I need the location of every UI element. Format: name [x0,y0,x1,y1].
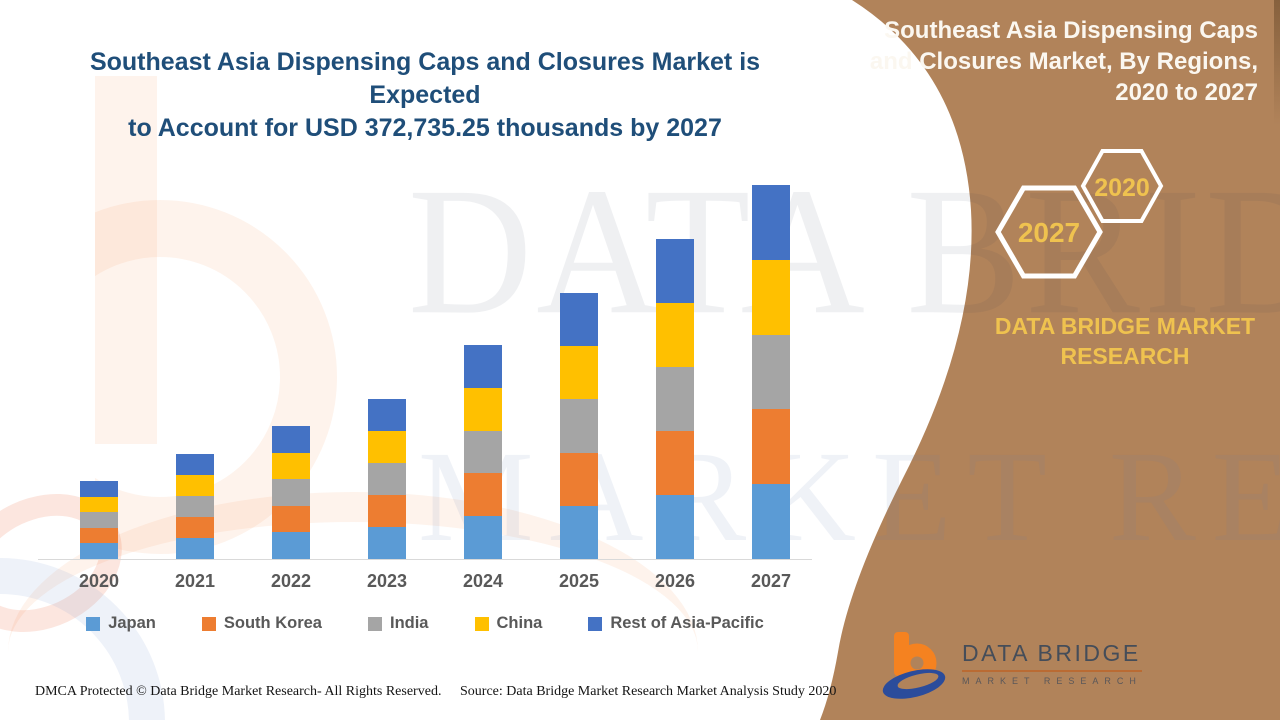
chart-title: Southeast Asia Dispensing Caps and Closu… [40,46,810,145]
bar-2024-segment-india [464,430,502,474]
bar-2021-segment-japan [176,538,214,559]
legend-label-china: China [496,614,543,632]
bar-2023-segment-china [368,431,406,463]
bar-2024-segment-china [464,387,502,431]
bar-2027 [752,185,790,559]
x-label-2025: 2025 [558,571,600,591]
panel-brand-line2: RESEARCH [1060,343,1190,369]
x-label-2022: 2022 [270,571,312,591]
legend-label-south-korea: South Korea [223,614,322,632]
bar-2023-segment-rest-of-asia-pacific [368,399,406,431]
x-label-2027: 2027 [750,571,792,591]
bar-2027-segment-japan [752,484,790,559]
bar-2023-segment-south-korea [368,495,406,527]
x-label-2020: 2020 [78,571,120,591]
panel-corner-shade [1274,0,1280,125]
panel-heading-line3: 2020 to 2027 [1115,79,1258,106]
bar-2020-segment-india [80,512,118,528]
x-axis-labels: 2020 2021 2022 2023 2024 2025 2026 2027 [38,571,812,595]
logo-subtitle: MARKET RESEARCH [962,676,1142,686]
bar-2026-segment-south-korea [656,431,694,495]
legend-swatch-south-korea [201,616,216,631]
bar-2025-segment-japan [560,505,598,559]
legend-item-south-korea: South Korea [201,614,322,633]
bar-2025-segment-rest-of-asia-pacific [560,293,598,347]
bar-2024-segment-rest-of-asia-pacific [464,345,502,388]
legend-item-india: India [367,614,429,633]
stacked-bar-chart [38,169,812,560]
bar-2026-segment-india [656,367,694,431]
databridge-logo-mark [882,632,946,699]
bar-2027-segment-rest-of-asia-pacific [752,185,790,260]
legend-label-japan: Japan [108,614,156,632]
panel-heading: Southeast Asia Dispensing Caps and Closu… [858,15,1258,108]
x-label-2021: 2021 [174,571,216,591]
bar-2022 [272,426,310,559]
databridge-logo: DATA BRIDGE MARKET RESEARCH [878,630,1142,702]
bar-2022-segment-japan [272,532,310,559]
bar-2025-segment-china [560,346,598,400]
legend-item-japan: Japan [86,614,156,633]
bar-2027-segment-china [752,259,790,335]
bar-2026-segment-rest-of-asia-pacific [656,239,694,303]
bar-2027-segment-india [752,334,790,410]
bar-2023-segment-india [368,463,406,495]
bar-2020 [80,481,118,559]
panel-heading-line1: Southeast Asia Dispensing Caps [884,17,1258,44]
bar-2024-segment-japan [464,516,502,559]
bar-2023-segment-japan [368,527,406,559]
panel-heading-line2: and Closures Market, By Regions, [869,48,1258,75]
legend-swatch-china [474,616,489,631]
bar-2021-segment-south-korea [176,517,214,538]
bar-2021-segment-india [176,496,214,517]
bar-2026-segment-japan [656,495,694,559]
bar-2025-segment-india [560,399,598,453]
dmca-notice: DMCA Protected © Data Bridge Market Rese… [35,684,442,699]
legend-swatch-japan [86,616,101,631]
databridge-logo-text: DATA BRIDGE MARKET RESEARCH [962,640,1142,702]
bar-2020-segment-rest-of-asia-pacific [80,481,118,497]
bar-2022-segment-india [272,479,310,506]
bar-2020-segment-japan [80,543,118,559]
legend-label-rest-of-asia-pacific: Rest of Asia-Pacific [610,614,764,632]
bar-2025 [560,293,598,559]
bar-2022-segment-south-korea [272,505,310,533]
bar-2026-segment-china [656,303,694,367]
source-note: Source: Data Bridge Market Research Mark… [460,684,837,699]
chart-title-line1: Southeast Asia Dispensing Caps and Closu… [89,48,761,109]
bar-2020-segment-china [80,496,118,513]
bar-2021 [176,454,214,559]
bar-2023 [368,399,406,559]
bar-2027-segment-south-korea [752,409,790,485]
legend-label-india: India [389,614,429,632]
x-label-2026: 2026 [654,571,696,591]
x-label-2024: 2024 [462,571,504,591]
legend-item-rest-of-asia-pacific: Rest of Asia-Pacific [588,614,764,633]
bar-2024 [464,345,502,559]
logo-title: DATA BRIDGE [962,640,1142,672]
bar-2025-segment-south-korea [560,452,598,506]
bar-2021-segment-china [176,475,214,496]
panel-brand-line1: DATA BRIDGE MARKET [994,313,1256,339]
x-label-2023: 2023 [366,571,408,591]
chart-title-line2: to Account for USD 372,735.25 thousands … [128,114,722,142]
bar-2026 [656,239,694,559]
legend-item-china: China [474,614,543,633]
legend-swatch-india [367,616,382,631]
chart-legend: Japan South Korea India China Rest of Asia-P… [38,614,812,633]
panel-brand-text: DATA BRIDGE MARKET RESEARCH [980,311,1270,371]
legend-swatch-rest-of-asia-pacific [588,616,603,631]
bar-2024-segment-south-korea [464,473,502,517]
bar-2022-segment-rest-of-asia-pacific [272,426,310,453]
bar-2020-segment-south-korea [80,527,118,544]
bar-2021-segment-rest-of-asia-pacific [176,454,214,475]
bar-2022-segment-china [272,452,310,480]
